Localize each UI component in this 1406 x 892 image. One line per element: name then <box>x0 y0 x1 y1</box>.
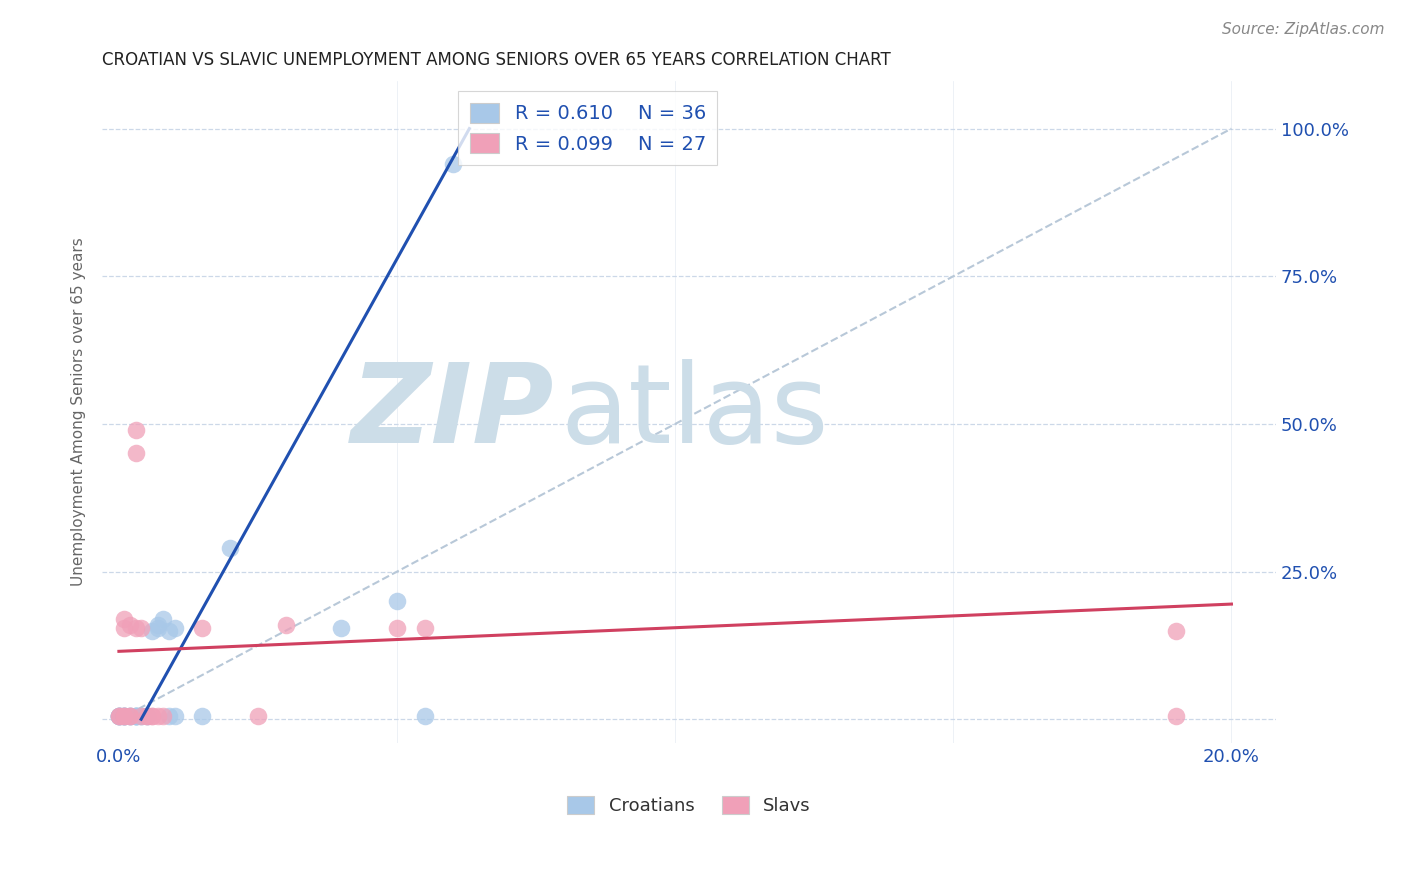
Point <box>163 621 186 635</box>
Point <box>191 621 214 635</box>
Point <box>124 446 146 460</box>
Y-axis label: Unemployment Among Seniors over 65 years: Unemployment Among Seniors over 65 years <box>72 238 86 587</box>
Point <box>191 709 214 723</box>
Point <box>108 709 131 723</box>
Point <box>118 709 141 723</box>
Point <box>385 621 408 635</box>
Point <box>114 709 136 723</box>
Point <box>124 709 146 723</box>
Point <box>114 709 136 723</box>
Point <box>330 621 353 635</box>
Point <box>157 624 180 638</box>
Legend: Croatians, Slavs: Croatians, Slavs <box>560 789 818 822</box>
Point <box>135 709 157 723</box>
Point <box>129 621 152 635</box>
Point <box>152 612 174 626</box>
Point <box>152 709 174 723</box>
Point <box>141 624 163 638</box>
Point <box>124 423 146 437</box>
Point <box>108 709 131 723</box>
Point <box>114 709 136 723</box>
Text: Source: ZipAtlas.com: Source: ZipAtlas.com <box>1222 22 1385 37</box>
Point <box>108 709 131 723</box>
Point <box>108 709 131 723</box>
Point <box>114 709 136 723</box>
Point <box>129 709 152 723</box>
Point <box>108 709 131 723</box>
Point <box>135 709 157 723</box>
Point <box>114 709 136 723</box>
Point <box>118 709 141 723</box>
Point <box>135 709 157 723</box>
Point <box>114 709 136 723</box>
Text: CROATIAN VS SLAVIC UNEMPLOYMENT AMONG SENIORS OVER 65 YEARS CORRELATION CHART: CROATIAN VS SLAVIC UNEMPLOYMENT AMONG SE… <box>103 51 891 69</box>
Point <box>163 709 186 723</box>
Point <box>141 709 163 723</box>
Point <box>108 709 131 723</box>
Point <box>124 709 146 723</box>
Point <box>413 621 436 635</box>
Point <box>124 709 146 723</box>
Point <box>274 617 297 632</box>
Point <box>146 709 169 723</box>
Point <box>108 709 131 723</box>
Point <box>141 709 163 723</box>
Point <box>413 709 436 723</box>
Point <box>124 709 146 723</box>
Point <box>1164 709 1187 723</box>
Text: ZIP: ZIP <box>350 359 554 466</box>
Point <box>124 621 146 635</box>
Point <box>385 594 408 608</box>
Point <box>129 709 152 723</box>
Point <box>441 157 464 171</box>
Point <box>114 612 136 626</box>
Point <box>219 541 242 555</box>
Point <box>114 709 136 723</box>
Point <box>118 709 141 723</box>
Point <box>1164 624 1187 638</box>
Text: atlas: atlas <box>560 359 828 466</box>
Point <box>129 709 152 723</box>
Point <box>246 709 269 723</box>
Point <box>146 617 169 632</box>
Point <box>135 709 157 723</box>
Point <box>114 621 136 635</box>
Point <box>118 617 141 632</box>
Point <box>124 709 146 723</box>
Point <box>118 709 141 723</box>
Point <box>157 709 180 723</box>
Point <box>118 709 141 723</box>
Point <box>146 621 169 635</box>
